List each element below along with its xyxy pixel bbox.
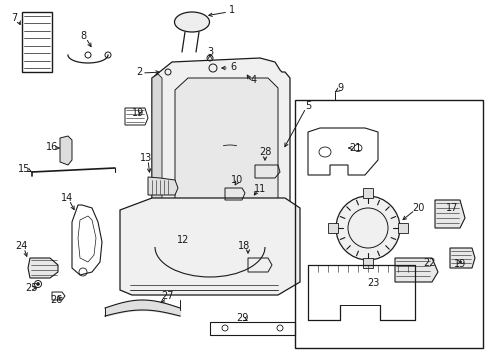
Circle shape (37, 283, 40, 285)
Text: 14: 14 (61, 193, 73, 203)
Polygon shape (152, 74, 162, 280)
Text: 4: 4 (250, 75, 257, 85)
Polygon shape (152, 58, 289, 285)
Polygon shape (148, 177, 178, 195)
Text: 9: 9 (336, 83, 343, 93)
FancyBboxPatch shape (327, 223, 337, 233)
Text: 10: 10 (230, 175, 243, 185)
Text: 23: 23 (366, 278, 378, 288)
Text: 6: 6 (229, 62, 236, 72)
Polygon shape (120, 198, 299, 295)
Text: 19: 19 (132, 108, 144, 118)
Text: 5: 5 (304, 101, 310, 111)
Text: 11: 11 (253, 184, 265, 194)
Polygon shape (434, 200, 464, 228)
FancyBboxPatch shape (397, 223, 407, 233)
Text: 15: 15 (18, 164, 30, 174)
Text: 21: 21 (348, 143, 361, 153)
Text: 19: 19 (453, 259, 465, 269)
Text: 18: 18 (237, 241, 250, 251)
Text: 24: 24 (15, 241, 27, 251)
Circle shape (335, 196, 399, 260)
Text: 2: 2 (136, 67, 142, 77)
FancyBboxPatch shape (362, 258, 372, 268)
Text: 17: 17 (445, 203, 457, 213)
Text: 26: 26 (50, 295, 62, 305)
Text: 7: 7 (11, 13, 17, 23)
Text: 25: 25 (25, 283, 37, 293)
Ellipse shape (174, 12, 209, 32)
Text: 22: 22 (423, 258, 435, 268)
Text: 29: 29 (235, 313, 248, 323)
Text: 13: 13 (140, 153, 152, 163)
Polygon shape (28, 258, 58, 278)
Text: 28: 28 (258, 147, 271, 157)
Text: 16: 16 (46, 142, 58, 152)
Text: 27: 27 (162, 291, 174, 301)
Text: 20: 20 (411, 203, 423, 213)
Text: 12: 12 (177, 235, 189, 245)
FancyBboxPatch shape (362, 188, 372, 198)
Polygon shape (60, 136, 72, 165)
Polygon shape (175, 78, 278, 272)
Text: 1: 1 (228, 5, 235, 15)
Text: 3: 3 (206, 47, 213, 57)
Polygon shape (449, 248, 474, 268)
Polygon shape (394, 258, 437, 282)
Text: 8: 8 (80, 31, 86, 41)
